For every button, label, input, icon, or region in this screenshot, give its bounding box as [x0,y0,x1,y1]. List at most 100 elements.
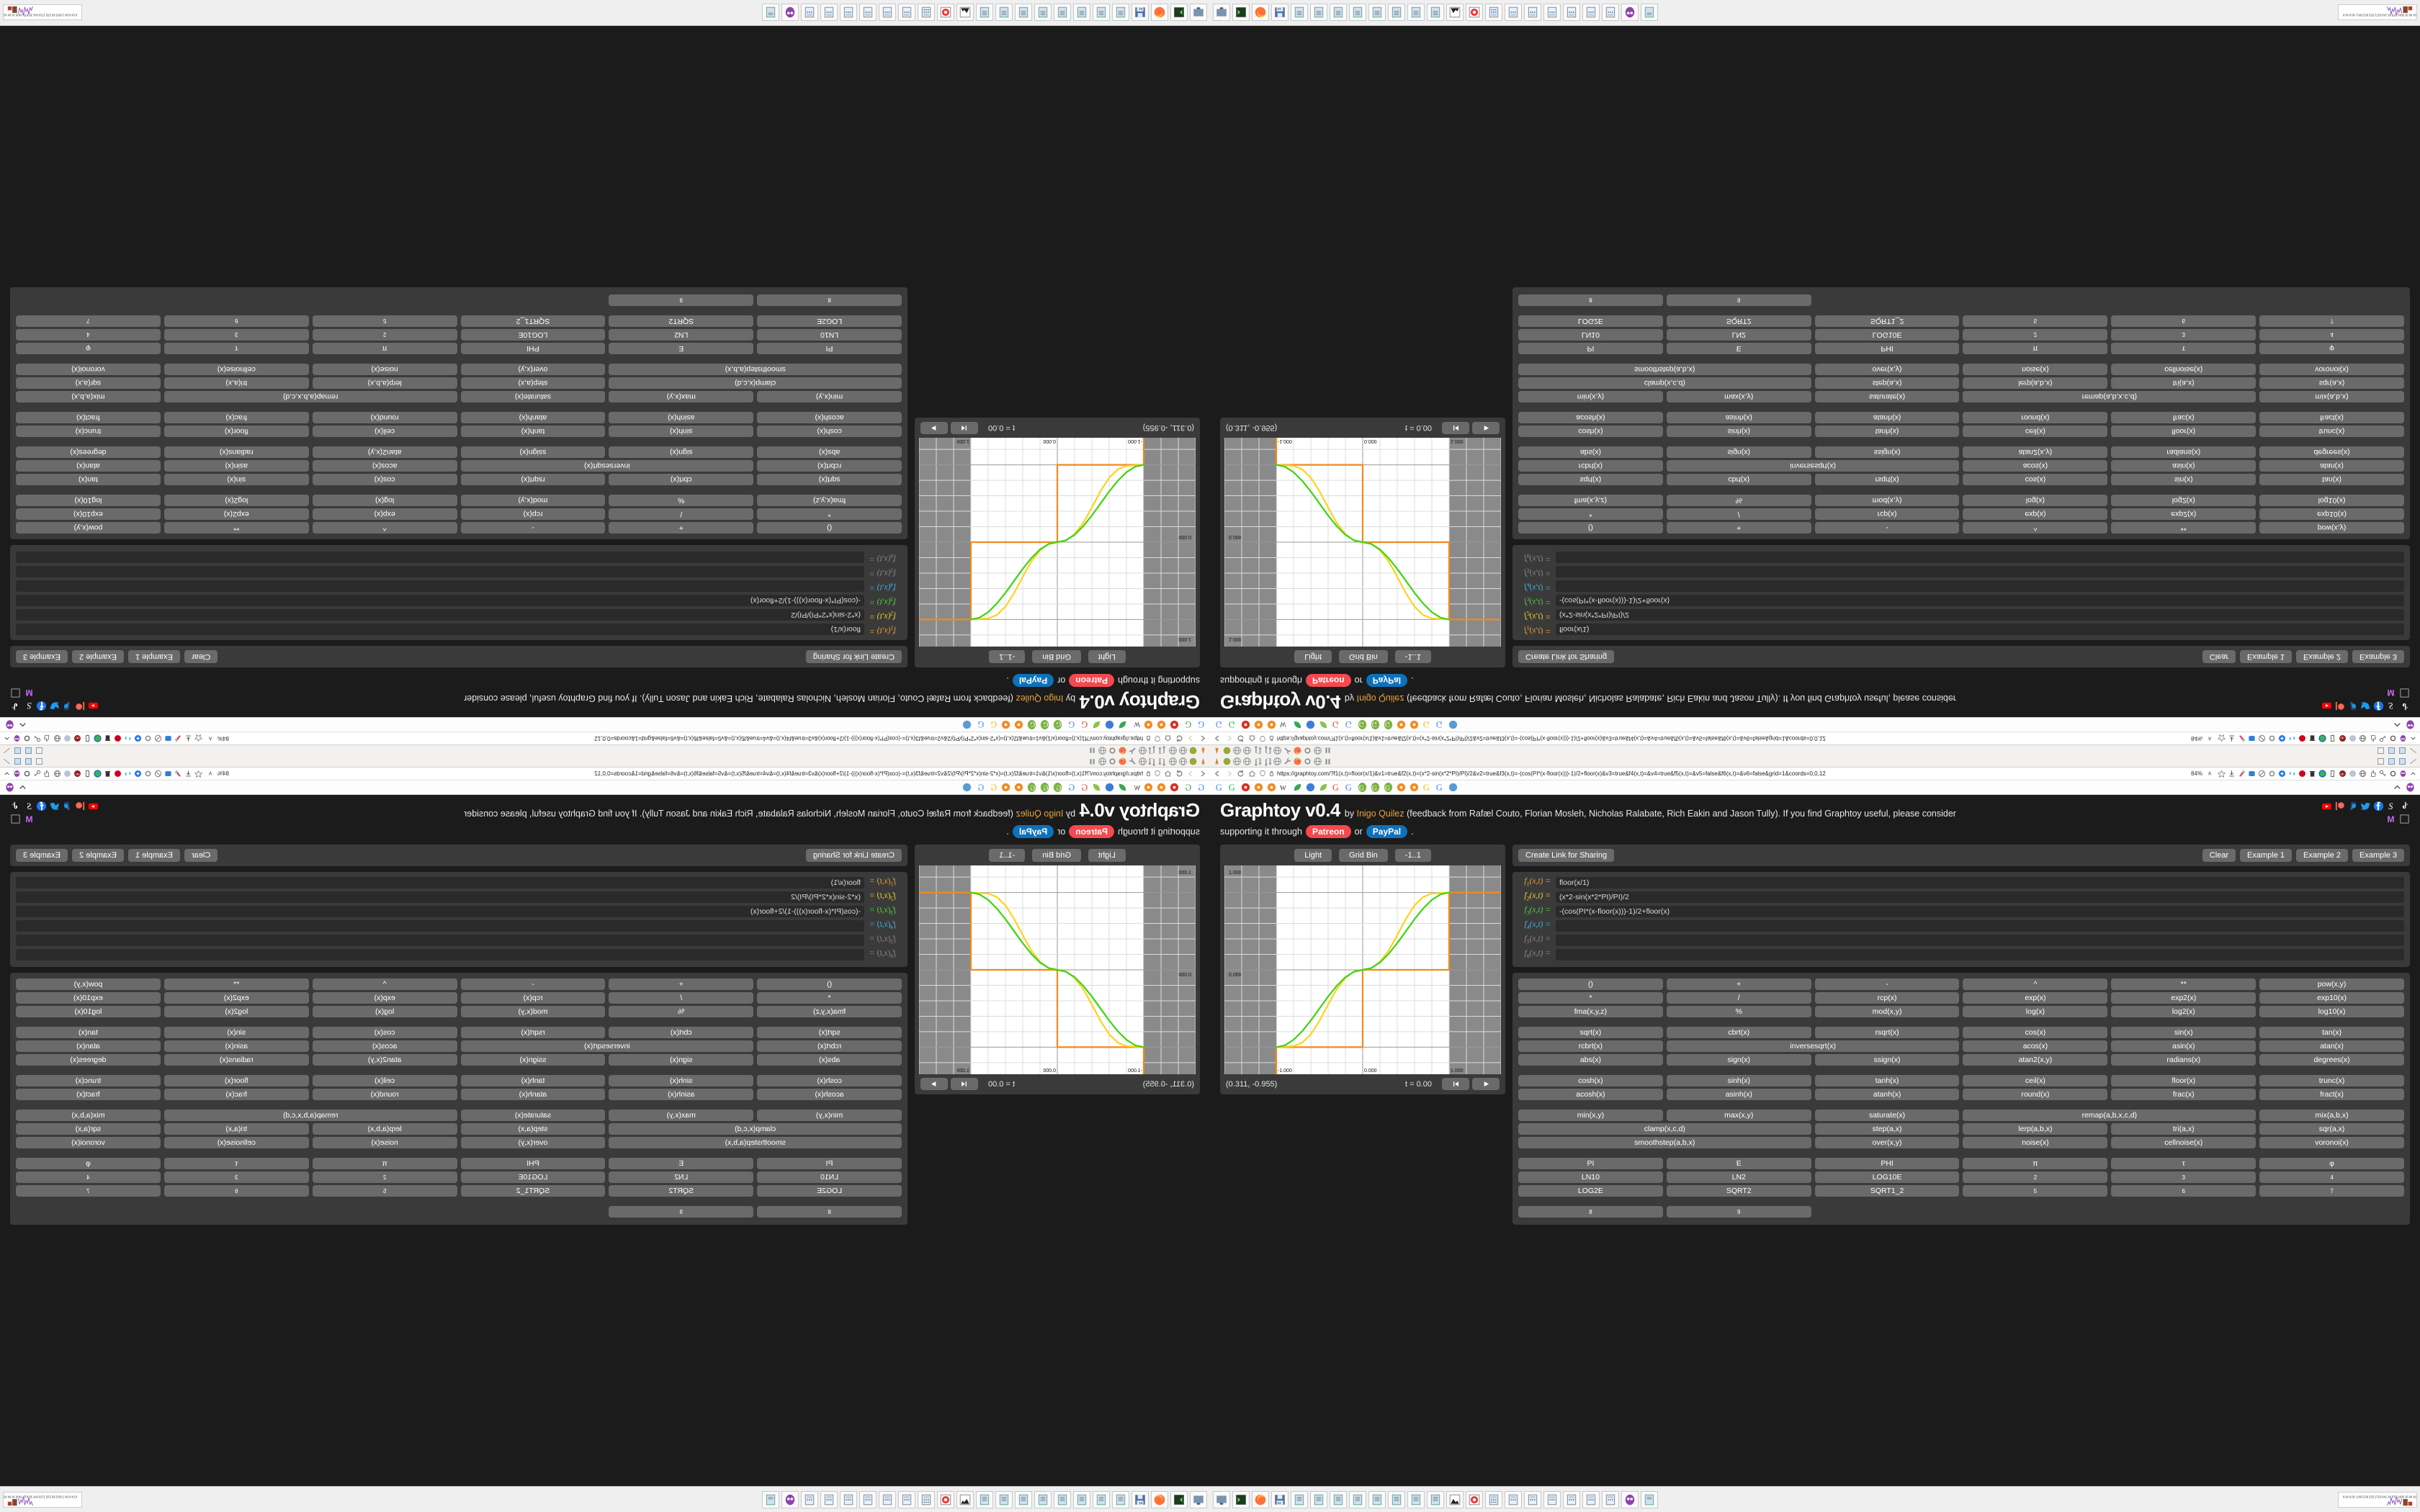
func-button-[interactable]: / [1666,508,1811,520]
key-icon[interactable] [2378,734,2387,743]
func-button-mod-x-y[interactable]: mod(x,y) [460,495,606,506]
func-button-[interactable]: + [1666,978,1811,990]
play-button[interactable] [1472,422,1500,434]
taskbar-files-icon[interactable] [1641,1490,1658,1508]
func-button-[interactable]: % [609,1006,754,1017]
bookmark-leaf-green-icon[interactable] [1292,719,1303,730]
patreon-button[interactable]: Patreon [1305,825,1351,838]
ublock-icon[interactable]: ub [73,770,82,778]
taskbar-penguin-icon[interactable] [1621,4,1639,22]
privacy-badger-icon[interactable] [2348,734,2357,743]
create-link-button[interactable]: Create Link for Sharing [1518,650,1615,663]
func-button-smoothstep-a-b-x[interactable]: smoothstep(a,b,x) [1518,364,1811,375]
taskbar-calc-5-icon[interactable] [840,1490,857,1508]
sync-icon[interactable] [2287,770,2296,778]
func-button-[interactable]: ^ [312,522,457,534]
func-button-frac-x[interactable]: frac(x) [2111,1089,2257,1100]
patreon-icon[interactable] [2334,701,2345,711]
func-button-exp10-x[interactable]: exp10(x) [16,508,161,520]
bookmark-gear-orange-2-icon[interactable] [1266,719,1277,730]
example-1-button[interactable]: Example 1 [127,650,180,663]
func-button-6[interactable]: 6 [2111,315,2257,327]
extension-blue-icon[interactable] [164,770,173,778]
graph-canvas[interactable]: 1.000 0.000 -1.000 0.000 1.000 [919,438,1196,647]
func-button-ceil-x[interactable]: ceil(x) [312,1075,457,1086]
func-button-abs-x[interactable]: abs(x) [1518,446,1663,458]
paypal-button[interactable]: PayPal [1012,674,1054,687]
func-button-sqr-a-x[interactable]: sqr(a,x) [16,377,161,389]
app-icon-olive[interactable] [1222,746,1232,755]
func-button-inversesqrt-x[interactable]: inversesqrt(x) [460,460,754,472]
gear-icon[interactable] [1108,757,1117,766]
bookmark-google-2-icon[interactable]: G [1227,782,1238,793]
func-button-atan2-x-y[interactable]: atan2(x,y) [1963,1054,2108,1066]
taskbar-calc-3-icon[interactable] [879,1490,896,1508]
bookmarks-overflow-chevron-icon[interactable] [2392,719,2403,730]
func-button-cosh-x[interactable]: cosh(x) [757,426,902,437]
func-button-[interactable]: () [1518,978,1663,990]
record-icon[interactable] [2298,734,2306,743]
func-button-sign-x[interactable]: sign(x) [609,446,754,458]
func-button-log10e[interactable]: LOG10E [1814,329,1960,341]
window-restore-icon[interactable] [24,746,33,755]
bookmark-google-green-2-icon[interactable]: G [1370,782,1381,793]
bookmark-star-icon[interactable] [2217,770,2226,778]
bookmark-gear-orange-4-icon[interactable] [1000,782,1011,793]
func-button-sqrt-x[interactable]: sqrt(x) [757,1027,902,1038]
bookmark-gear-orange-2-icon[interactable] [1266,782,1277,793]
func-button-[interactable]: ** [2111,978,2257,990]
func-button-saturate-x[interactable]: saturate(x) [460,391,606,402]
func-button-cos-x[interactable]: cos(x) [1963,474,2108,485]
func-button-exp10-x[interactable]: exp10(x) [16,992,161,1004]
func-button-[interactable]: ^ [1963,522,2108,534]
record-icon[interactable] [114,734,122,743]
func-button-acos-x[interactable]: acos(x) [1963,1040,2108,1052]
func-button-phi[interactable]: PHI [460,343,606,354]
taskbar-notepad-4-icon[interactable] [1054,1490,1071,1508]
func-button-asin-x[interactable]: asin(x) [163,1040,309,1052]
func-button-7[interactable]: 7 [16,315,161,327]
func-button-ceil-x[interactable]: ceil(x) [312,426,457,437]
formula-input-1[interactable] [16,624,864,636]
func-button-4[interactable]: 4 [16,329,161,341]
bookmark-gear-orange-4-icon[interactable] [1409,719,1420,730]
paypal-icon[interactable] [62,701,73,711]
formula-input-3[interactable] [1556,905,2404,917]
func-button-fract-x[interactable]: fract(x) [2259,1089,2404,1100]
func-button-9[interactable]: 9 [1666,294,1811,306]
tiktok-icon[interactable] [10,801,21,811]
func-button-3[interactable]: 3 [2111,1171,2257,1183]
taskbar-save-icon[interactable]: 64 [1131,4,1149,22]
taskbar-display-icon[interactable] [1213,4,1230,22]
address-bar[interactable]: https://graphtoy.com/?f1(x,t)=floor(x/1)… [233,734,1161,743]
overflow-chevron-icon[interactable] [3,734,12,743]
window-minimize-icon[interactable] [2376,746,2385,755]
func-button-mix-a-b-x[interactable]: mix(a,b,x) [16,1110,161,1121]
firefox-icon[interactable] [1293,757,1302,766]
music-note-icon-1[interactable] [1158,746,1168,755]
func-button-log10-x[interactable]: log10(x) [2259,1006,2404,1017]
taskbar-display-icon[interactable] [1213,1490,1230,1508]
youtube-icon[interactable] [88,701,99,711]
bookmark-google-green-2-icon[interactable]: G [1039,782,1050,793]
func-button-sqrt2[interactable]: SQRT2 [1666,315,1811,327]
func-button-9[interactable]: 9 [609,294,754,306]
func-button-[interactable]: ^ [312,978,457,990]
bookmark-star-icon[interactable] [194,770,203,778]
bookmark-gear-red-icon[interactable] [1240,719,1251,730]
func-button-9[interactable]: 9 [609,1206,754,1218]
func-button-4[interactable]: 4 [16,1171,161,1183]
func-button-lerp-a-b-x[interactable]: lerp(a,b,x) [312,1123,457,1135]
gear-icon[interactable] [1303,746,1312,755]
func-button-asinh-x[interactable]: asinh(x) [609,412,754,423]
func-button-phi[interactable]: PHI [1814,343,1960,354]
formula-input-4[interactable] [1556,919,2404,932]
func-button-radians-x[interactable]: radians(x) [163,446,309,458]
ublock-icon[interactable]: ub [2338,770,2347,778]
taskbar-red-app-icon[interactable] [937,4,954,22]
globe-icon-2[interactable] [1242,757,1252,766]
func-button-clamp-x-c-d[interactable]: clamp(x,c,d) [1518,377,1811,389]
bookmark-gear-orange-1-icon[interactable] [1253,782,1264,793]
back-icon[interactable] [1198,734,1207,743]
func-button-sinh-x[interactable]: sinh(x) [1666,426,1811,437]
